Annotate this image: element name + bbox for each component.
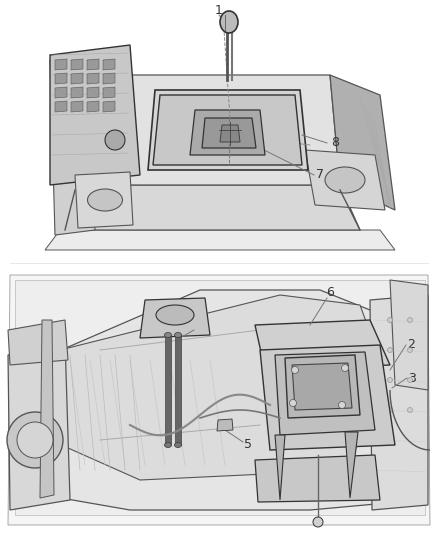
Text: 8: 8 — [331, 136, 339, 149]
Polygon shape — [217, 419, 233, 431]
Ellipse shape — [174, 333, 181, 337]
Circle shape — [407, 408, 413, 413]
Polygon shape — [8, 340, 70, 510]
Text: 7: 7 — [316, 168, 324, 182]
Polygon shape — [255, 320, 390, 370]
Polygon shape — [103, 59, 115, 70]
Polygon shape — [87, 101, 99, 112]
Polygon shape — [50, 295, 380, 480]
Polygon shape — [153, 95, 302, 165]
Polygon shape — [292, 363, 352, 410]
Polygon shape — [148, 90, 308, 170]
Circle shape — [388, 408, 392, 413]
Ellipse shape — [165, 442, 172, 448]
Circle shape — [407, 348, 413, 352]
Polygon shape — [285, 355, 360, 418]
Circle shape — [388, 348, 392, 352]
Polygon shape — [87, 59, 99, 70]
Polygon shape — [75, 172, 133, 228]
Polygon shape — [190, 110, 265, 155]
Polygon shape — [55, 59, 67, 70]
Polygon shape — [45, 230, 395, 250]
Text: 5: 5 — [244, 439, 252, 451]
Polygon shape — [15, 290, 420, 510]
Text: 1: 1 — [215, 4, 223, 17]
Polygon shape — [275, 352, 375, 435]
Circle shape — [292, 367, 299, 374]
Circle shape — [326, 486, 334, 494]
Polygon shape — [220, 125, 240, 142]
Text: 2: 2 — [407, 338, 415, 351]
Polygon shape — [55, 73, 67, 84]
Polygon shape — [87, 73, 99, 84]
Polygon shape — [87, 87, 99, 98]
Ellipse shape — [165, 333, 172, 337]
Circle shape — [388, 318, 392, 322]
Ellipse shape — [88, 189, 123, 211]
Polygon shape — [71, 101, 83, 112]
Polygon shape — [103, 101, 115, 112]
Polygon shape — [103, 87, 115, 98]
Polygon shape — [305, 150, 385, 210]
Polygon shape — [15, 280, 425, 515]
Polygon shape — [75, 75, 340, 185]
Circle shape — [351, 484, 359, 492]
Polygon shape — [55, 185, 360, 230]
Circle shape — [339, 401, 346, 408]
Polygon shape — [8, 320, 68, 365]
Polygon shape — [103, 73, 115, 84]
Circle shape — [105, 130, 125, 150]
Polygon shape — [55, 101, 67, 112]
Polygon shape — [140, 298, 210, 338]
Text: 3: 3 — [408, 372, 416, 384]
Polygon shape — [71, 59, 83, 70]
Polygon shape — [260, 345, 395, 450]
Ellipse shape — [156, 305, 194, 325]
Polygon shape — [202, 118, 256, 148]
Circle shape — [407, 377, 413, 383]
Ellipse shape — [220, 11, 238, 33]
Circle shape — [17, 422, 53, 458]
Text: 6: 6 — [326, 286, 334, 298]
Polygon shape — [275, 435, 285, 500]
Polygon shape — [40, 320, 54, 498]
Polygon shape — [370, 295, 428, 510]
Circle shape — [306, 481, 314, 489]
Circle shape — [266, 481, 274, 489]
Polygon shape — [50, 55, 95, 235]
Circle shape — [7, 412, 63, 468]
Polygon shape — [175, 335, 181, 445]
Circle shape — [407, 318, 413, 322]
Circle shape — [342, 365, 349, 372]
Circle shape — [388, 377, 392, 383]
Circle shape — [290, 400, 297, 407]
Polygon shape — [71, 87, 83, 98]
Ellipse shape — [325, 167, 365, 193]
Polygon shape — [55, 87, 67, 98]
Ellipse shape — [174, 442, 181, 448]
Text: 4: 4 — [196, 319, 204, 332]
Polygon shape — [71, 73, 83, 84]
Polygon shape — [345, 432, 358, 498]
Polygon shape — [50, 45, 140, 185]
Polygon shape — [330, 75, 395, 210]
Polygon shape — [255, 455, 380, 502]
Circle shape — [313, 517, 323, 527]
Polygon shape — [390, 280, 428, 390]
Polygon shape — [8, 275, 430, 525]
Polygon shape — [165, 335, 171, 445]
